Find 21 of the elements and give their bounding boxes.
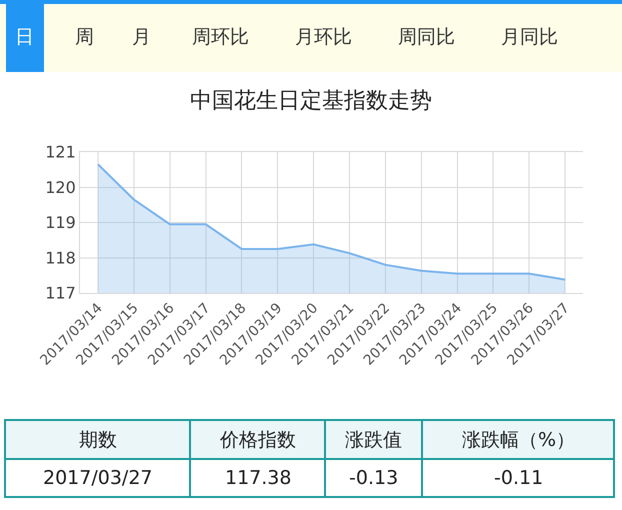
text: 2017/03/27 xyxy=(43,467,153,489)
text: 117.38 xyxy=(225,467,292,489)
text: 涨跌幅（%） xyxy=(462,429,576,451)
text: 价格指数 xyxy=(219,429,296,451)
text: 周同比 xyxy=(398,26,455,48)
y-tick-label: 120 xyxy=(45,178,76,197)
text: 月 xyxy=(132,26,151,48)
y-tick-label: 121 xyxy=(45,142,76,162)
text: 涨跌值 xyxy=(345,429,402,451)
text: 周环比 xyxy=(192,26,249,48)
text: 月环比 xyxy=(295,26,352,48)
y-tick-label: 118 xyxy=(45,248,76,268)
text: 月同比 xyxy=(501,26,558,48)
y-tick-label: 117 xyxy=(45,284,76,303)
chart-title: 中国花生日定基指数走势 xyxy=(190,88,432,114)
text: -0.13 xyxy=(349,467,398,489)
text: -0.11 xyxy=(494,467,544,489)
text: 日 xyxy=(15,26,34,48)
text: 期数 xyxy=(79,429,117,451)
y-tick-label: 119 xyxy=(45,213,76,232)
text: 周 xyxy=(75,26,94,48)
